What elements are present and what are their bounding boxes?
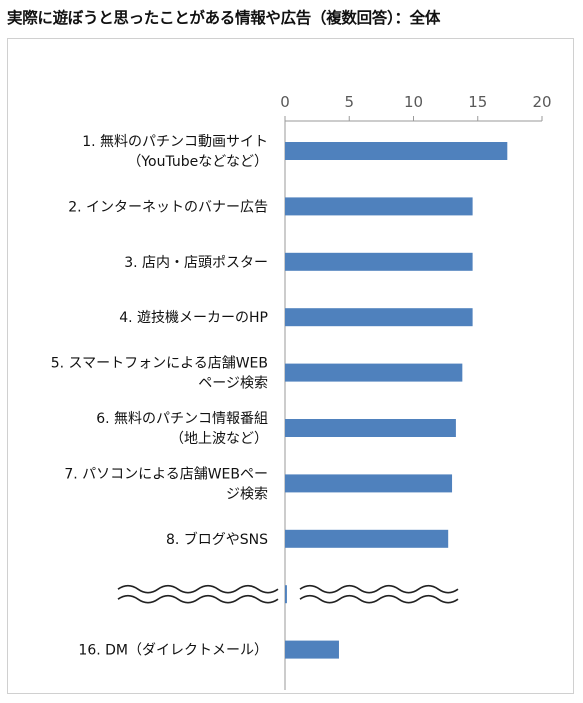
category-label: ジ検索 (226, 485, 268, 502)
bar (285, 363, 463, 382)
category-label: 1. 無料のパチンコ動画サイト (82, 134, 268, 150)
category-label: （YouTubeなどなど） (127, 154, 268, 170)
bar (285, 640, 339, 659)
category-label: 4. 遊技機メーカーのHP (119, 310, 268, 326)
category-label: 2. インターネットのバナー広告 (68, 199, 268, 215)
x-tick-label: 0 (280, 93, 290, 111)
chart-title: 実際に遊ぼうと思ったことがある情報や広告（複数回答）：全体 (7, 9, 441, 27)
chart-frame (7, 38, 574, 694)
category-label: 5. スマートフォンによる店舗WEB (51, 356, 268, 372)
break-wave (299, 594, 459, 604)
bar (285, 419, 456, 437)
bar (285, 142, 508, 160)
category-label: 8. ブログやSNS (166, 531, 268, 548)
x-tick-label: 10 (404, 93, 423, 111)
bar (285, 252, 473, 271)
bar (285, 308, 473, 327)
bar (285, 529, 449, 548)
category-label: 3. 店内・店頭ポスター (124, 255, 268, 271)
category-label: 16. DM（ダイレクトメール） (78, 643, 268, 659)
bar (285, 197, 473, 216)
break-wave (117, 584, 279, 594)
break-wave (299, 584, 459, 594)
category-label: 6. 無料のパチンコ情報番組 (96, 411, 268, 427)
category-label: 7. パソコンによる店舗WEBペー (64, 466, 268, 482)
category-label: （地上波など） (170, 431, 268, 447)
break-bar-stub (285, 585, 287, 604)
break-wave (117, 594, 279, 604)
x-tick-label: 5 (344, 93, 354, 111)
bar (285, 474, 453, 493)
x-tick-label: 20 (532, 93, 551, 111)
category-label: ページ検索 (198, 375, 268, 392)
x-tick-label: 15 (468, 93, 487, 111)
